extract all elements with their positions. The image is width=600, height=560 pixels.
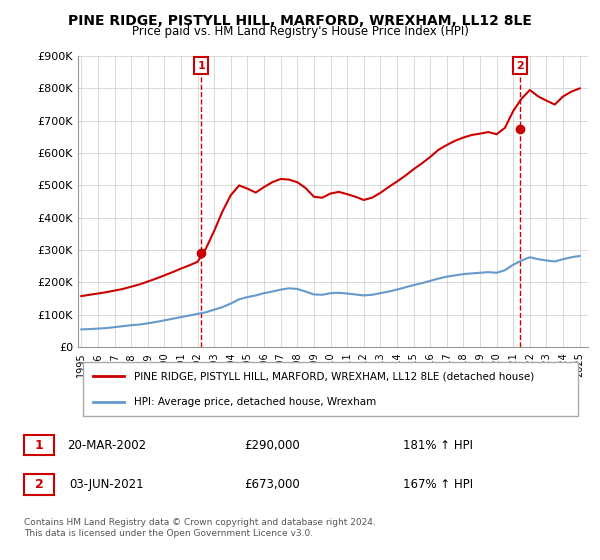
Text: £290,000: £290,000 [245, 438, 300, 452]
FancyBboxPatch shape [24, 474, 55, 494]
Text: 2: 2 [517, 60, 524, 71]
Text: HPI: Average price, detached house, Wrexham: HPI: Average price, detached house, Wrex… [134, 397, 376, 407]
Text: 20-MAR-2002: 20-MAR-2002 [67, 438, 146, 452]
FancyBboxPatch shape [24, 435, 55, 455]
Text: £673,000: £673,000 [245, 478, 300, 491]
FancyBboxPatch shape [83, 362, 578, 416]
Text: 167% ↑ HPI: 167% ↑ HPI [403, 478, 473, 491]
Text: 2: 2 [35, 478, 43, 491]
Text: Price paid vs. HM Land Registry's House Price Index (HPI): Price paid vs. HM Land Registry's House … [131, 25, 469, 38]
Text: PINE RIDGE, PISTYLL HILL, MARFORD, WREXHAM, LL12 8LE (detached house): PINE RIDGE, PISTYLL HILL, MARFORD, WREXH… [134, 371, 535, 381]
Text: Contains HM Land Registry data © Crown copyright and database right 2024.
This d: Contains HM Land Registry data © Crown c… [24, 518, 376, 538]
Text: PINE RIDGE, PISTYLL HILL, MARFORD, WREXHAM, LL12 8LE: PINE RIDGE, PISTYLL HILL, MARFORD, WREXH… [68, 14, 532, 28]
Text: 03-JUN-2021: 03-JUN-2021 [70, 478, 144, 491]
Text: 181% ↑ HPI: 181% ↑ HPI [403, 438, 473, 452]
Text: 1: 1 [197, 60, 205, 71]
Text: 1: 1 [35, 438, 43, 452]
